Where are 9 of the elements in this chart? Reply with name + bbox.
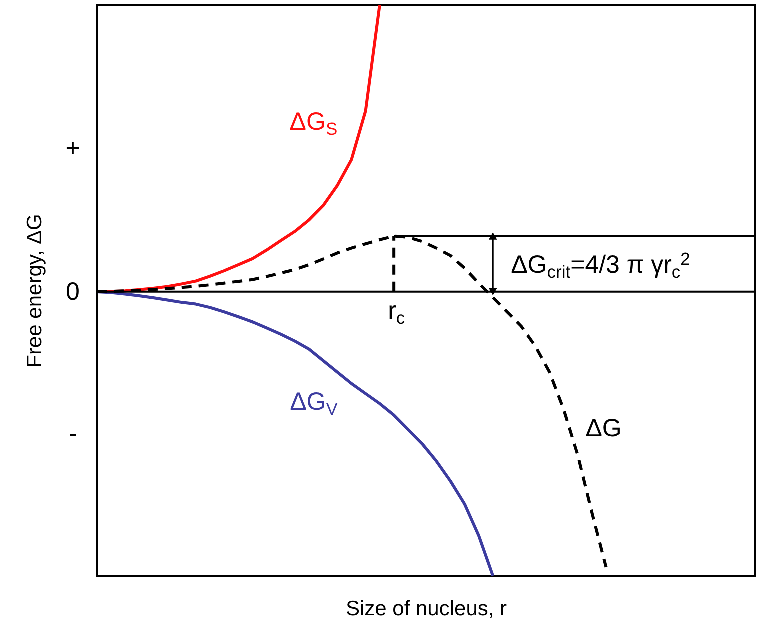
x-axis-title: Size of nucleus, r xyxy=(346,598,508,620)
series-label: ΔG xyxy=(586,414,622,442)
text: - xyxy=(68,420,78,448)
text: 0 xyxy=(66,278,80,306)
series-label: ΔG$_{V}$ xyxy=(290,388,338,418)
series-label: ΔG$_{S}$ xyxy=(290,108,338,138)
text: + xyxy=(66,134,80,162)
annotation: r$_{c}$ xyxy=(388,296,406,328)
y-axis-title: Free energy, ΔG xyxy=(24,214,46,368)
